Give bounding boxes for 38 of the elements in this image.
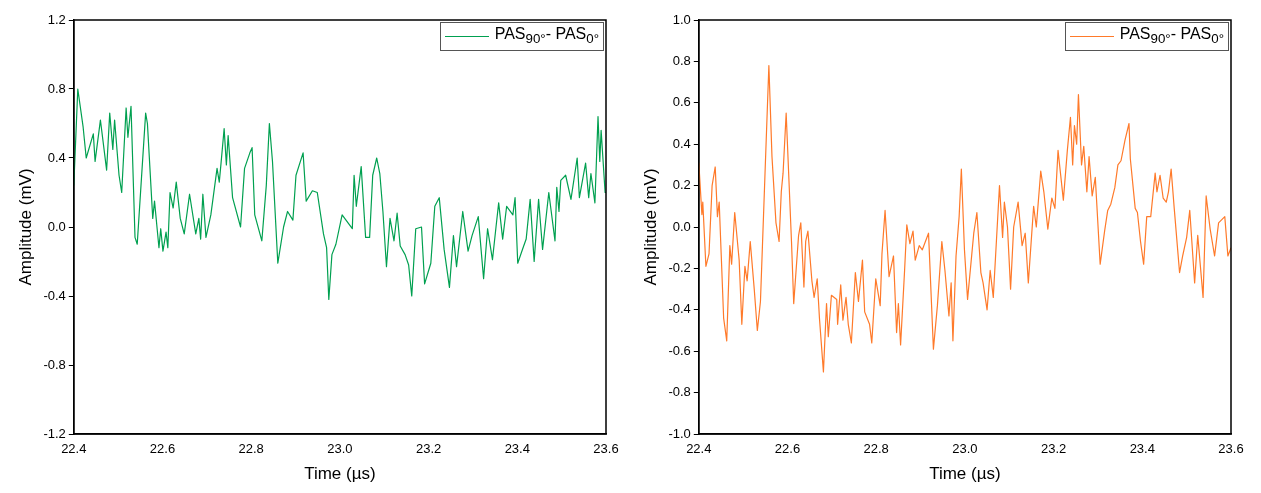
y-tick-label: 0.0 xyxy=(47,218,66,234)
y-axis-title: Amplitude (mV) xyxy=(640,168,660,286)
x-tick-label: 23.2 xyxy=(1040,441,1067,457)
y-tick-label: -0.8 xyxy=(43,356,66,372)
y-tick-label: -0.4 xyxy=(668,301,691,317)
y-tick-label: -1.0 xyxy=(668,425,691,441)
y-tick-label: -0.6 xyxy=(668,342,691,358)
y-tick-label: 0.6 xyxy=(672,94,691,110)
x-tick-label: 23.4 xyxy=(1129,441,1155,457)
x-tick-label: 23.0 xyxy=(327,441,353,457)
y-tick-label: -0.2 xyxy=(668,259,691,275)
x-tick-label: 23.2 xyxy=(415,441,442,457)
x-axis-title: Time (µs) xyxy=(929,464,1001,484)
x-tick-label: 23.6 xyxy=(593,441,619,457)
legend-label: PAS$_{90°}$- PAS$_{0°}$ xyxy=(494,24,599,49)
x-tick-label: 22.8 xyxy=(863,441,889,457)
y-tick-label: 0.2 xyxy=(672,177,691,193)
x-tick-label: 22.6 xyxy=(774,441,801,457)
y-axis-title: Amplitude (mV) xyxy=(15,168,35,286)
x-tick-label: 22.8 xyxy=(238,441,264,457)
y-tick-label: -0.4 xyxy=(43,287,66,303)
x-tick-label: 22.6 xyxy=(149,441,176,457)
y-tick-label: -0.8 xyxy=(668,384,691,400)
y-tick-label: 1.2 xyxy=(47,11,66,27)
x-tick-label: 22.4 xyxy=(686,441,712,457)
y-tick-label: -1.2 xyxy=(43,425,66,441)
y-tick-label: 0.4 xyxy=(47,149,66,165)
x-axis-title: Time (µs) xyxy=(304,464,376,484)
y-tick-label: 0.0 xyxy=(672,218,691,234)
y-tick-label: 1.0 xyxy=(672,11,691,27)
y-tick-label: 0.4 xyxy=(672,135,691,151)
y-tick-label: 0.8 xyxy=(47,80,66,96)
x-tick-label: 23.6 xyxy=(1218,441,1244,457)
x-tick-label: 23.4 xyxy=(504,441,530,457)
x-tick-label: 22.4 xyxy=(61,441,87,457)
x-tick-label: 23.0 xyxy=(952,441,978,457)
y-tick-label: 0.8 xyxy=(672,52,691,68)
legend-label: PAS$_{90°}$- PAS$_{0°}$ xyxy=(1119,24,1224,49)
